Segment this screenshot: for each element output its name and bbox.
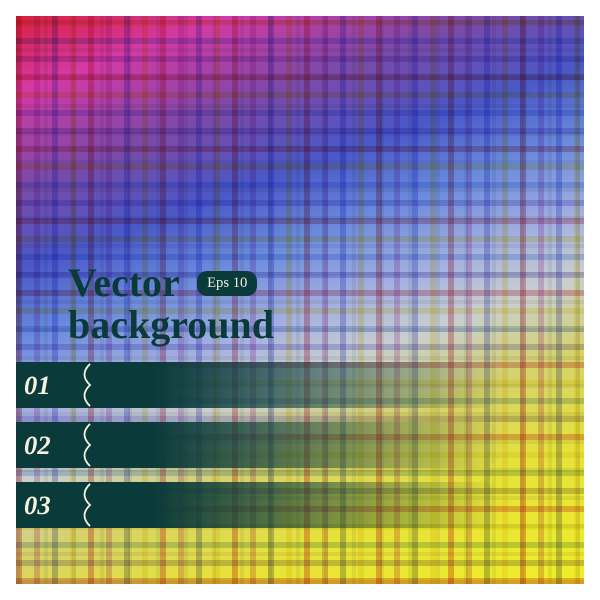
canvas: Vector Eps 10 background 01 02 03: [0, 0, 600, 600]
ribbon-bar: [74, 362, 504, 408]
title-line-2: background: [68, 304, 274, 346]
ribbon-notch-icon: [79, 362, 101, 408]
ribbon-notch-icon: [79, 482, 101, 528]
ribbon-number: 01: [16, 362, 100, 408]
ribbon-number: 02: [16, 422, 100, 468]
ribbon-number: 03: [16, 482, 100, 528]
title-line1-text: Vector: [68, 260, 179, 305]
ribbon-bar: [74, 482, 504, 528]
ribbon-notch-icon: [79, 422, 101, 468]
ribbon-number-label: 01: [24, 370, 51, 401]
eps-badge: Eps 10: [197, 271, 257, 296]
ribbon-row: 01: [16, 362, 584, 408]
ribbon-bar: [74, 422, 504, 468]
ribbon-row: 03: [16, 482, 584, 528]
ribbon-list: 01 02 03: [16, 362, 584, 542]
ribbon-number-label: 03: [24, 490, 51, 521]
title-line-1: Vector Eps 10: [68, 262, 274, 304]
ribbon-number-label: 02: [24, 430, 51, 461]
ribbon-row: 02: [16, 422, 584, 468]
title-block: Vector Eps 10 background: [68, 262, 274, 346]
